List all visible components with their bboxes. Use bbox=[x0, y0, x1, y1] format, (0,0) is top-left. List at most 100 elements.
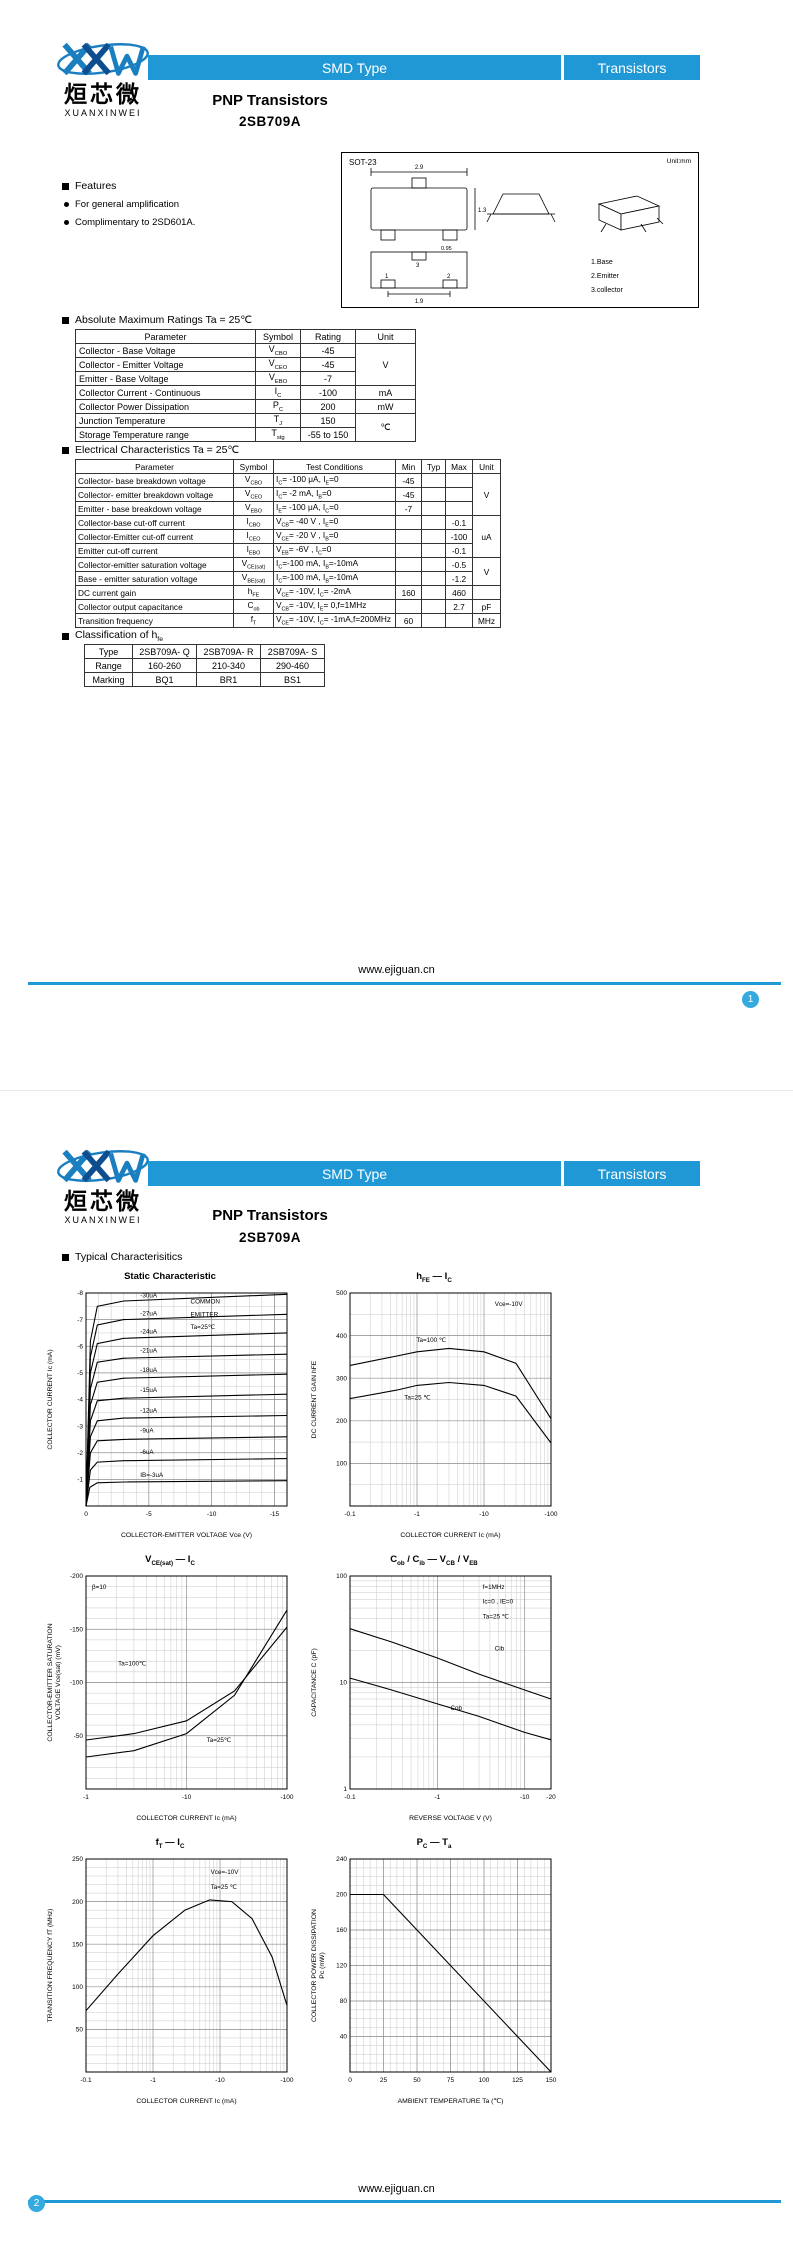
table-cell: VCEO bbox=[255, 357, 301, 372]
bullet-icon bbox=[64, 220, 69, 225]
table-cell: VCBO bbox=[233, 473, 274, 488]
table-cell: IE= -100 μA, IC=0 bbox=[273, 501, 396, 516]
table-cell: IC=-100 mA, IB=-10mA bbox=[273, 557, 396, 572]
hfe-class-heading-label: Classification of hfe bbox=[75, 629, 163, 644]
square-bullet-icon bbox=[62, 182, 69, 190]
square-bullet-icon bbox=[62, 632, 69, 640]
table-cell: Collector - Emitter Voltage bbox=[75, 357, 256, 372]
x-tick-label: -10 bbox=[215, 2077, 225, 2084]
elec-char-heading-label: Electrical Characteristics Ta = 25℃ bbox=[75, 444, 240, 456]
x-axis-label: COLLECTOR CURRENT Ic (mA) bbox=[136, 2098, 236, 2105]
chart-canvas-static-characteristic: 0 -5 -10 -15 -1 -2 -3 -4 -5 -6 -7 -8 COLLECTOR-EMITT… bbox=[44, 1284, 296, 1542]
table-cell bbox=[395, 571, 422, 586]
x-axis-label: REVERSE VOLTAGE V (V) bbox=[409, 1815, 492, 1822]
series-Pc bbox=[350, 1893, 552, 2073]
series-IB=-6uA bbox=[85, 1458, 288, 1507]
x-axis-label: COLLECTOR-EMITTER VOLTAGE Vce (V) bbox=[121, 1532, 252, 1539]
y-tick-label: -6 bbox=[77, 1343, 83, 1350]
website-url[interactable]: www.ejiguan.cn bbox=[358, 964, 435, 976]
chart-annotation: Ta=25℃ bbox=[207, 1737, 231, 1744]
abs-max-heading: Absolute Maximum Ratings Ta = 25℃ bbox=[62, 314, 252, 326]
table-cell: pF bbox=[472, 599, 501, 614]
table-cell: 210-340 bbox=[196, 658, 261, 673]
table-cell bbox=[421, 599, 446, 614]
chart-annotation: Ta=100 ℃ bbox=[416, 1337, 446, 1344]
table-cell: VCEO bbox=[233, 487, 274, 502]
brand-logo-mark bbox=[57, 1149, 149, 1183]
table-cell: DC current gain bbox=[75, 585, 234, 600]
pin-legend-collector: 3.collector bbox=[591, 287, 624, 294]
chart-annotation: Cib bbox=[495, 1646, 505, 1653]
table-cell: -1.2 bbox=[445, 571, 473, 586]
abs-max-table: Parameter Symbol Rating Unit Collector - Bas… bbox=[75, 329, 416, 442]
feature-item: For general amplification bbox=[64, 199, 195, 210]
x-tick-label: 0 bbox=[84, 1511, 88, 1518]
chart-annotation: f=1MHz bbox=[483, 1584, 505, 1591]
column-header: Symbol bbox=[233, 459, 274, 474]
table-cell: VBE(sat) bbox=[233, 571, 274, 586]
brand-logo: 烜芯微 XUANXINWEI bbox=[50, 36, 156, 118]
y-tick-label: 300 bbox=[336, 1375, 347, 1382]
table-cell: BR1 bbox=[196, 672, 261, 687]
y-tick-label: -3 bbox=[77, 1423, 83, 1430]
y-tick-label: -50 bbox=[74, 1733, 84, 1740]
table-cell: Collector-Emitter cut-off current bbox=[75, 529, 234, 544]
chart-annotation: Ta=25 ℃ bbox=[404, 1395, 430, 1402]
typical-characteristics-label: Typical Characterisitics bbox=[75, 1251, 183, 1263]
website-url[interactable]: www.ejiguan.cn bbox=[358, 2183, 435, 2195]
column-header: Max bbox=[445, 459, 473, 474]
table-cell: VCE= -10V, IC= -1mA,f=200MHz bbox=[273, 613, 396, 628]
x-tick-label: -0.1 bbox=[344, 1511, 356, 1518]
x-tick-label: -1 bbox=[434, 1794, 440, 1801]
column-header: Parameter bbox=[75, 329, 256, 344]
features-section: Features For general amplification Compl… bbox=[62, 180, 195, 228]
chart-annotation: -9uA bbox=[140, 1428, 154, 1435]
unit-label: Unit:mm bbox=[667, 158, 691, 165]
table-cell bbox=[445, 613, 473, 628]
typical-characteristics-heading: Typical Characterisitics bbox=[62, 1251, 182, 1263]
package-name: SOT-23 bbox=[349, 158, 377, 167]
table-cell bbox=[421, 543, 446, 558]
brand-name-en: XUANXINWEI bbox=[64, 1215, 142, 1226]
y-tick-label: -100 bbox=[70, 1680, 83, 1687]
table-cell: uA bbox=[472, 515, 501, 558]
table-cell: PC bbox=[255, 399, 301, 414]
table-cell: VCE= -10V, IC= -2mA bbox=[273, 585, 396, 600]
brand-name-en: XUANXINWEI bbox=[64, 108, 142, 119]
pin-number: 3 bbox=[416, 263, 420, 269]
header-transistors: Transistors bbox=[564, 1161, 700, 1186]
chart-hfe-vs-ic: hFE — IC -0.1 -1 -10 -100 100 200 300 400 500 COLL… bbox=[308, 1271, 560, 1542]
y-tick-label: 160 bbox=[336, 1927, 347, 1934]
x-tick-label: 25 bbox=[380, 2077, 388, 2084]
chart-title: hFE — IC bbox=[416, 1271, 452, 1284]
y-tick-label: -150 bbox=[70, 1626, 83, 1633]
table-row: Collector-Emitter cut-off current ICEO VCE… bbox=[75, 529, 501, 544]
x-tick-label: -15 bbox=[270, 1511, 280, 1518]
y-tick-label: 150 bbox=[72, 1941, 83, 1948]
series-IB=-15uA bbox=[85, 1393, 288, 1507]
y-tick-label: 1 bbox=[343, 1786, 347, 1793]
feature-item: Complimentary to 2SD601A. bbox=[64, 217, 195, 228]
table-cell: -45 bbox=[300, 357, 356, 372]
chart-annotation: Ta=25 ℃ bbox=[483, 1614, 509, 1621]
package-bottom-view bbox=[370, 251, 468, 297]
y-tick-label: -5 bbox=[77, 1370, 83, 1377]
table-row: Emitter cut-off current IEBO VEB= -6V , IC… bbox=[75, 543, 501, 558]
chart-annotation: -18uA bbox=[140, 1367, 158, 1374]
x-axis-label: AMBIENT TEMPERATURE Ta (℃) bbox=[398, 2098, 504, 2105]
table-row: Collector-base cut-off current ICBO VCB= -… bbox=[75, 515, 501, 558]
chart-annotation: -27uA bbox=[140, 1310, 158, 1317]
table-row: Collector output capacitance Cob VCB= -10V… bbox=[75, 599, 501, 614]
series-IB=-18uA bbox=[85, 1373, 288, 1507]
table-cell: -7 bbox=[395, 501, 422, 516]
page-2: 烜芯微 XUANXINWEI SMD Type Transistors PNP … bbox=[0, 1090, 793, 2244]
y-tick-label: 200 bbox=[336, 1892, 347, 1899]
table-cell: Cob bbox=[233, 599, 274, 614]
table-cell: mA bbox=[355, 385, 416, 400]
table-cell: IEBO bbox=[233, 543, 274, 558]
pin-legend-base: 1.Base bbox=[591, 259, 613, 266]
table-cell: ℃ bbox=[355, 413, 416, 442]
table-cell: Marking bbox=[84, 672, 133, 687]
table-row: Range 160-260 210-340 290-460 bbox=[84, 658, 325, 673]
chart-annotation: -24uA bbox=[140, 1328, 158, 1335]
